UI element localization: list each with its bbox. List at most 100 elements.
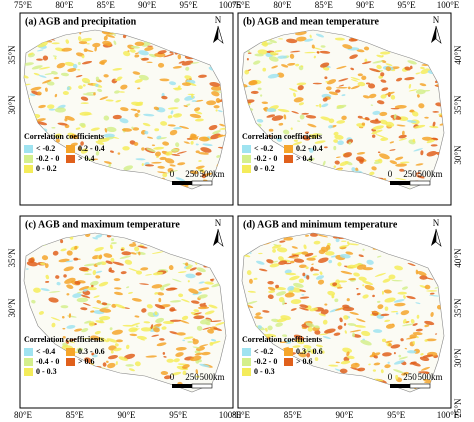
patch — [292, 141, 303, 146]
patch — [424, 116, 429, 119]
patch — [25, 268, 29, 270]
patch — [385, 340, 393, 343]
patch — [133, 142, 139, 146]
patch — [45, 263, 49, 269]
patch — [333, 145, 337, 151]
patch — [51, 322, 56, 328]
scale-label: 250 — [403, 372, 417, 382]
patch — [382, 278, 391, 283]
patch — [287, 285, 295, 292]
patch — [128, 368, 135, 372]
patch — [72, 63, 78, 69]
patch — [122, 34, 127, 39]
patch — [258, 268, 268, 272]
patch — [130, 328, 140, 332]
patch — [164, 158, 175, 164]
patch — [74, 245, 78, 250]
patch — [258, 252, 263, 255]
patch — [103, 115, 110, 121]
patch — [333, 165, 337, 169]
patch — [346, 264, 356, 269]
patch — [210, 133, 221, 140]
patch — [154, 292, 159, 295]
patch — [412, 138, 416, 143]
patch — [432, 111, 439, 113]
patch — [291, 111, 299, 114]
patch — [178, 60, 185, 64]
patch — [376, 300, 381, 303]
patch — [122, 146, 130, 151]
patch — [99, 96, 109, 100]
scale-bar — [409, 383, 431, 389]
patch — [176, 332, 186, 336]
patch — [151, 251, 164, 254]
lon-tick-label: 75°E — [14, 0, 33, 10]
patch — [77, 69, 81, 71]
patch — [347, 323, 357, 326]
patch — [161, 95, 168, 100]
patch — [430, 312, 434, 317]
patch — [121, 251, 132, 256]
patch — [371, 351, 376, 357]
patch — [103, 253, 113, 258]
patch — [178, 293, 184, 298]
patch — [80, 294, 91, 299]
patch — [398, 356, 408, 360]
patch — [380, 94, 387, 99]
patch — [193, 309, 200, 313]
patch — [80, 307, 88, 311]
patch — [172, 113, 182, 118]
patch — [328, 259, 333, 264]
patch — [63, 266, 74, 272]
patch — [346, 139, 354, 144]
legend-label: -0.2 - 0 — [254, 154, 277, 163]
patch — [255, 312, 262, 316]
patch — [296, 82, 307, 86]
patch — [349, 311, 359, 315]
patch — [271, 244, 282, 249]
patch — [315, 104, 319, 107]
patch — [306, 257, 316, 261]
patch — [169, 129, 178, 136]
patch — [187, 341, 193, 343]
patch — [343, 322, 347, 326]
patch — [90, 310, 95, 313]
patch — [110, 257, 115, 263]
patch — [185, 273, 196, 279]
patch — [426, 151, 437, 157]
legend-title: Correlation coefficients — [24, 335, 104, 344]
patch — [266, 108, 277, 113]
patch — [192, 346, 201, 349]
patch — [154, 52, 166, 58]
patch — [372, 329, 383, 333]
patch — [287, 62, 296, 66]
patch — [372, 110, 381, 115]
patch — [335, 89, 341, 93]
patch — [143, 321, 151, 324]
patch — [426, 138, 436, 144]
patch — [362, 294, 369, 299]
patch — [293, 338, 300, 342]
patch — [55, 138, 60, 143]
patch — [416, 314, 420, 319]
patch — [315, 33, 325, 38]
lon-tick-label: 100°E — [219, 410, 242, 420]
patch — [344, 330, 347, 334]
patch — [247, 50, 251, 53]
patch — [182, 364, 190, 369]
patch — [112, 114, 122, 120]
patch — [210, 320, 222, 322]
patch — [372, 294, 375, 298]
patch — [350, 85, 360, 90]
patch — [169, 164, 176, 167]
patch — [67, 340, 75, 344]
patch — [217, 134, 226, 138]
patch — [80, 141, 84, 146]
patch — [215, 109, 218, 112]
patch — [106, 126, 117, 133]
patch — [341, 94, 346, 97]
patch — [362, 95, 370, 99]
map-panel: (b) AGB and mean temperature N Correlation… — [232, 0, 463, 206]
patch — [319, 347, 323, 351]
patch — [90, 335, 101, 341]
